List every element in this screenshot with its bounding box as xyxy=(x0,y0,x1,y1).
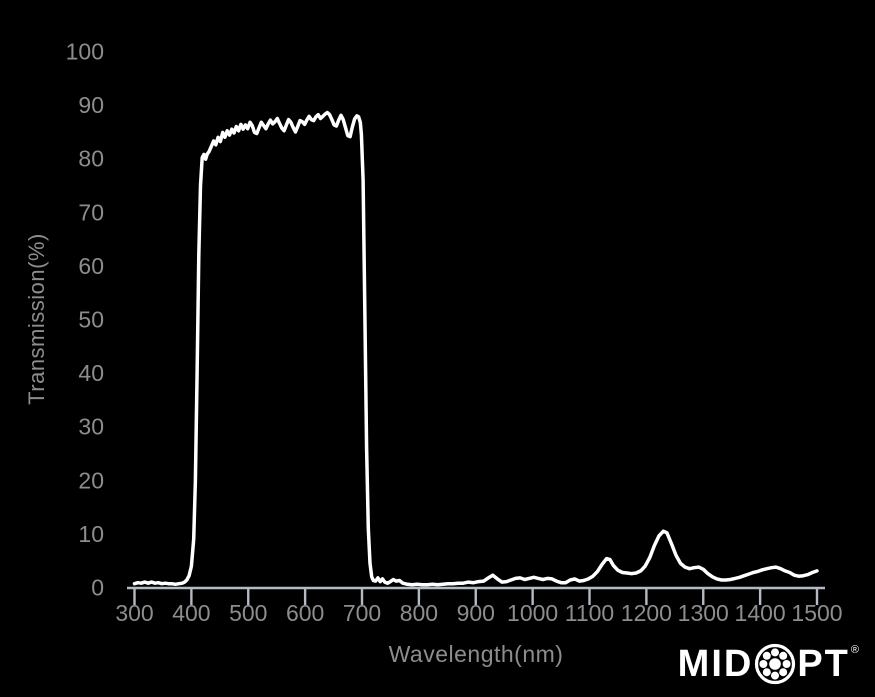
x-tick-label: 300 xyxy=(115,600,153,626)
transmission-curve xyxy=(132,110,819,587)
x-tick-label: 1100 xyxy=(565,600,614,626)
x-tick-label: 900 xyxy=(457,600,495,626)
y-tick-label: 50 xyxy=(78,307,104,333)
x-tick-label: 1000 xyxy=(507,600,558,626)
x-tick-label: 1400 xyxy=(735,600,786,626)
y-axis-title: Transmission(%) xyxy=(24,233,49,405)
y-tick-label: 20 xyxy=(78,467,104,493)
x-tick-label: 600 xyxy=(286,600,324,626)
y-tick-label: 80 xyxy=(78,146,104,172)
logo-text-right: PT xyxy=(797,643,850,685)
x-axis-title: Wavelength(nm) xyxy=(388,641,564,667)
x-tick-label: 700 xyxy=(343,600,381,626)
y-tick-label: 30 xyxy=(78,414,104,440)
x-tick-label: 800 xyxy=(400,600,438,626)
y-tick-label: 10 xyxy=(78,521,104,547)
logo-text-left: MID xyxy=(677,643,754,685)
x-tick-label: 400 xyxy=(172,600,210,626)
x-tick-label: 1500 xyxy=(791,600,842,626)
y-tick-label: 100 xyxy=(66,39,104,65)
ball-bearing-icon xyxy=(755,643,796,685)
x-tick-label: 1200 xyxy=(621,600,672,626)
y-tick-label: 70 xyxy=(78,199,104,225)
midopt-logo: MID PT ® xyxy=(678,643,859,685)
y-tick-label: 40 xyxy=(78,360,104,386)
y-tick-label: 60 xyxy=(78,253,104,279)
registered-trademark-icon: ® xyxy=(850,644,859,656)
y-tick-label: 0 xyxy=(91,575,104,601)
y-tick-label: 90 xyxy=(78,92,104,118)
x-tick-label: 500 xyxy=(229,600,267,626)
x-tick-label: 1300 xyxy=(678,600,729,626)
